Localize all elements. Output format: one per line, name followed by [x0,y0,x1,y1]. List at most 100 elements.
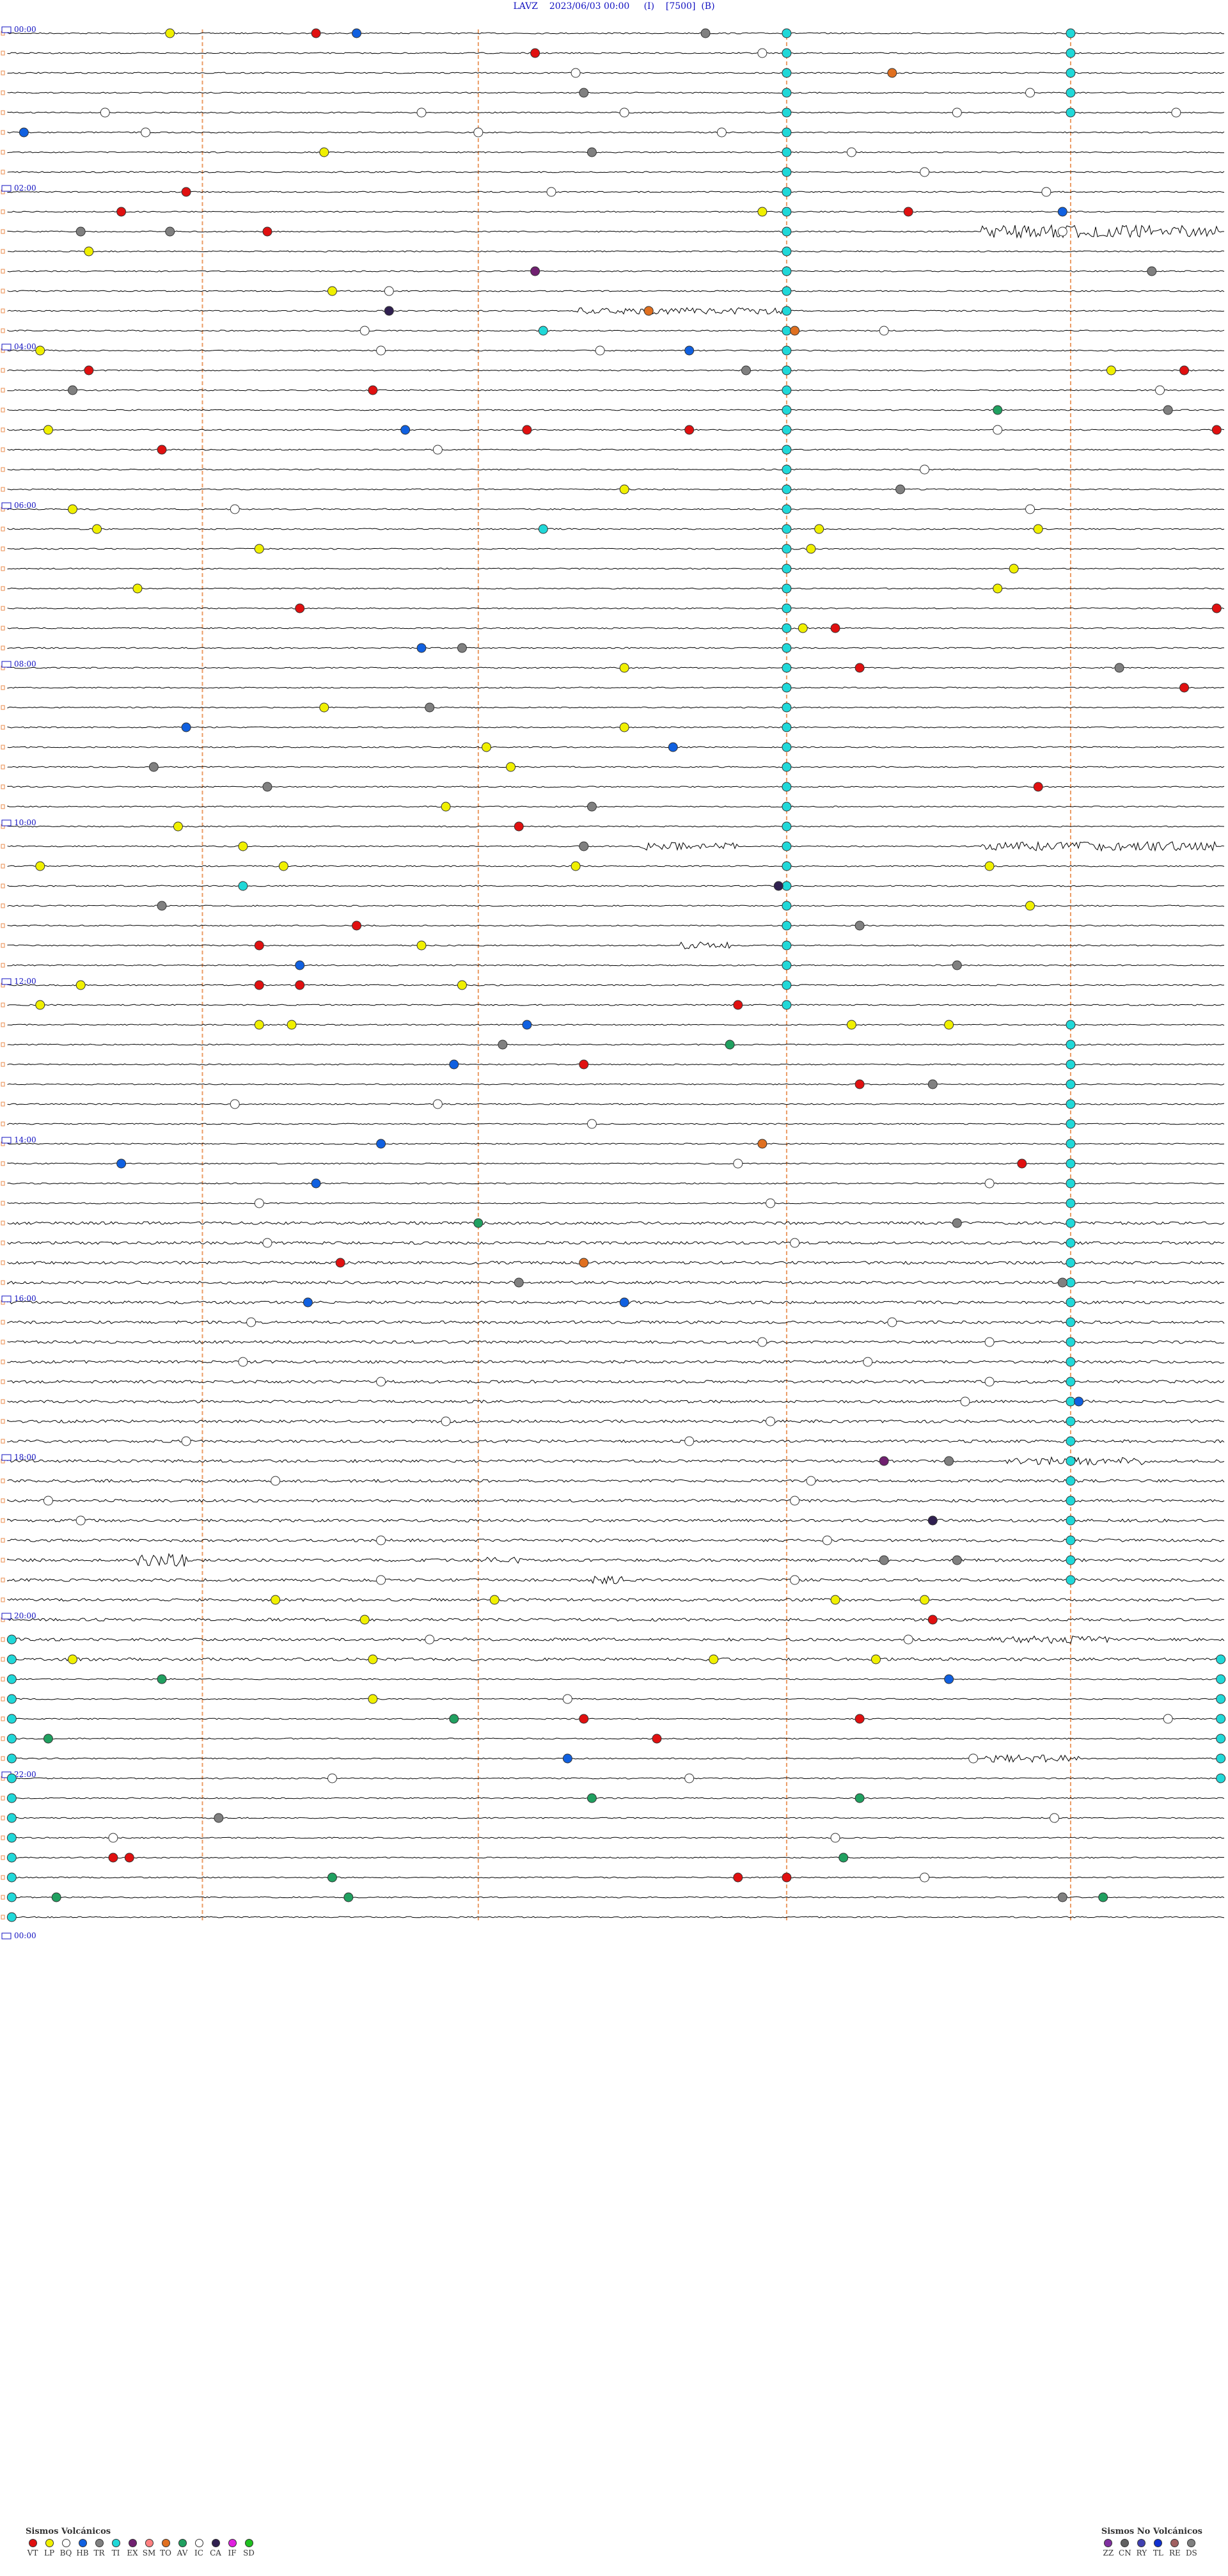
trace-line [7,72,1225,74]
event-marker-lp [165,28,175,38]
event-marker-av [854,1793,865,1803]
event-marker-lp [35,1000,45,1010]
row-marker [1,725,5,730]
event-marker-ti [6,1793,17,1803]
event-marker-tr [944,1456,954,1466]
row-marker [1,249,5,254]
event-marker-vt [84,365,94,375]
event-marker-lp [132,583,143,594]
event-marker-ti [782,345,792,356]
time-label-box [1,344,12,351]
row-marker [1,1379,5,1384]
trace-line [7,488,1224,491]
event-marker-bq [1057,226,1067,237]
legend-label: IC [194,2548,203,2557]
trace-line [7,924,1225,927]
time-label-box [1,1137,12,1144]
event-marker-vt [579,1059,589,1070]
event-marker-lp [1025,901,1035,911]
event-marker-hb [684,345,695,356]
row-marker [1,1498,5,1503]
event-marker-av [725,1039,735,1050]
event-marker-ti [1066,1158,1076,1169]
row-marker [1,407,5,413]
event-marker-lp [271,1595,281,1605]
trace-line [7,746,1225,748]
trace-line [7,1456,1225,1466]
event-marker-bq [75,1515,86,1526]
event-marker-vt [522,425,532,435]
event-marker-hb [19,127,29,138]
event-marker-lp [1009,564,1019,574]
event-marker-ca [927,1515,938,1526]
trace-line [7,151,1225,154]
event-marker-ti [1066,1178,1076,1189]
event-marker-ti [1066,1198,1076,1208]
event-marker-tr [498,1039,508,1050]
row-marker [1,1102,5,1107]
event-marker-ti [1066,1456,1076,1466]
event-marker-lp [489,1595,500,1605]
event-marker-tr [586,147,597,157]
event-marker-bq [1025,88,1035,98]
time-label: 00:00 [14,25,36,34]
legend-label: TL [1153,2548,1163,2557]
event-marker-ti [782,802,792,812]
trace-line [7,52,1225,54]
trace-line [7,307,1225,315]
legend-label: EX [127,2548,138,2557]
event-marker-lp [619,484,629,494]
event-marker-ti [1066,1496,1076,1506]
event-marker-tr [425,702,435,713]
trace-line [7,905,1225,907]
event-marker-ti [6,1654,17,1664]
legend-item-tr: TR [92,2539,106,2557]
legend-item-re: RE [1168,2539,1182,2557]
event-marker-bq [254,1198,264,1208]
row-marker [1,844,5,849]
event-marker-bq [108,1833,118,1843]
trace-line [7,468,1225,471]
trace-line [7,1538,1225,1543]
event-marker-ti [1216,1734,1226,1744]
event-marker-bq [1050,1813,1060,1823]
trace-line [7,1553,1225,1567]
event-marker-bq [376,1377,386,1387]
event-marker-ti [782,603,792,613]
trace-line [7,1737,1225,1740]
time-label-box [1,978,12,985]
trace-line [7,1142,1225,1145]
trace-line [7,1043,1225,1046]
event-marker-bq [246,1317,256,1327]
event-marker-ti [782,187,792,197]
row-marker [1,1756,5,1761]
event-marker-ti [6,1694,17,1704]
event-marker-lp [173,821,183,832]
legend-dot [1137,2539,1146,2547]
trace-line [7,528,1225,530]
event-marker-ti [6,1912,17,1922]
event-marker-ti [782,702,792,713]
event-marker-bq [416,107,427,118]
trace-line [7,429,1225,431]
event-marker-hb [311,1178,321,1189]
trace-line [7,805,1225,808]
legend-dot [1187,2539,1196,2547]
trace-line [7,329,1225,332]
row-marker [1,1597,5,1602]
event-marker-ex [530,266,540,276]
event-marker-to [887,68,897,78]
trace-line [7,1063,1225,1066]
time-label: 08:00 [14,660,36,668]
event-marker-lp [846,1020,856,1030]
legend-label: HB [76,2548,89,2557]
event-marker-tr [148,762,159,772]
event-marker-lp [287,1020,297,1030]
event-marker-bq [993,425,1003,435]
event-marker-bq [262,1238,272,1248]
trace-line [7,1202,1225,1205]
event-marker-ex [879,1456,889,1466]
event-marker-lp [368,1654,378,1664]
event-marker-ti [1216,1694,1226,1704]
row-marker [1,427,5,432]
